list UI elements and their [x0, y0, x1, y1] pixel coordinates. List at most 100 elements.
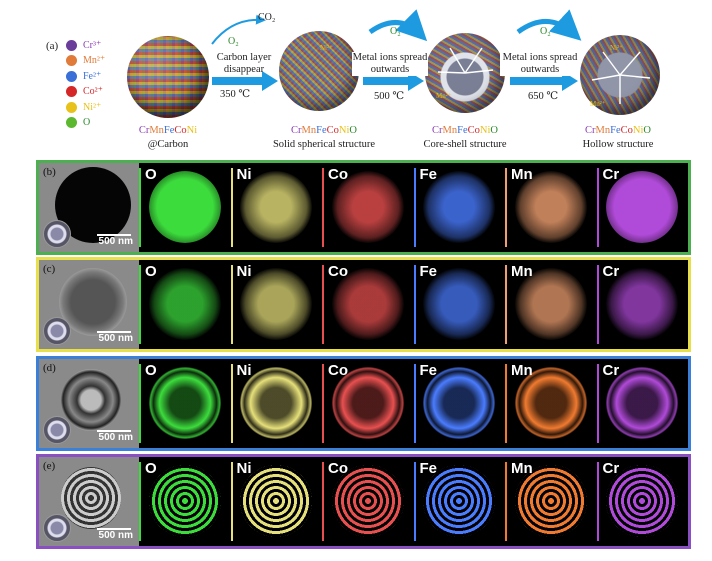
panel-letter: (b) — [43, 166, 56, 178]
formula-element: Ni — [479, 125, 491, 136]
tem-particle — [61, 369, 121, 431]
co2-label: CO₂ — [258, 12, 276, 23]
scale-bar — [97, 528, 131, 530]
map-divider — [322, 265, 324, 344]
element-signal — [514, 170, 587, 243]
element-label: Cr — [602, 166, 620, 183]
step-2-text: Metal ions spread outwards — [352, 52, 428, 76]
element-map-cr: Cr — [596, 359, 688, 448]
eds-row: (b) 500 nm O Ni Co Fe Mn Cr — [36, 160, 691, 255]
formula: CrMnFeCoNi — [128, 124, 208, 138]
panel-letter: (d) — [43, 362, 56, 374]
formula-element: Cr — [138, 125, 150, 136]
element-signal — [240, 267, 313, 340]
element-map-co: Co — [322, 260, 414, 349]
formula-element: Co — [620, 125, 633, 136]
ni-ion-label: Ni²⁺ — [610, 44, 623, 52]
element-signal — [240, 170, 313, 243]
element-map-mn: Mn — [505, 163, 597, 252]
arrow-step-2 — [363, 71, 424, 91]
panel-letter: (e) — [43, 460, 56, 472]
formula-element: O — [349, 125, 357, 136]
element-label: Mn — [511, 166, 533, 183]
formula-element: Mn — [301, 125, 317, 136]
process-arrows — [211, 9, 651, 104]
legend-item: Mn²⁺ — [66, 54, 105, 68]
scale-bar — [97, 430, 131, 432]
scale-label: 500 nm — [98, 236, 133, 247]
core-shell-sphere — [425, 33, 505, 113]
stage-label-carbon: CrMnFeCoNi @Carbon — [128, 124, 208, 152]
ni-ion-label: Ni²⁺ — [320, 44, 333, 52]
element-map-fe: Fe — [413, 359, 505, 448]
element-label: Co — [328, 460, 348, 477]
map-divider — [139, 265, 141, 344]
element-label: O — [145, 362, 157, 379]
map-divider — [413, 168, 416, 247]
step-3-temp: 650 ℃ — [528, 91, 559, 102]
stage-label-core-shell: CrMnFeCoNiO Core-shell structure — [410, 124, 520, 152]
legend-label: Ni²⁺ — [83, 101, 102, 113]
map-divider — [596, 364, 599, 443]
o2-arrow — [368, 9, 428, 42]
formula-element: Ni — [632, 125, 644, 136]
schematic-inset — [43, 317, 71, 345]
element-map-cr: Cr — [596, 457, 688, 546]
formula: CrMnFeCoNiO — [410, 124, 520, 138]
element-map-fe: Fe — [413, 163, 505, 252]
element-map-o: O — [139, 457, 231, 546]
formula-element: Fe — [163, 125, 175, 136]
element-label: Mn — [511, 362, 533, 379]
element-signal — [148, 170, 221, 243]
formula-element: O — [490, 125, 498, 136]
map-divider — [139, 462, 141, 541]
formula-element: Co — [467, 125, 480, 136]
element-label: O — [145, 166, 157, 183]
element-label: Mn — [511, 460, 533, 477]
element-signal — [514, 464, 587, 537]
element-label: Ni — [236, 263, 252, 280]
stage-caption: Hollow structure — [582, 139, 654, 150]
element-signal — [514, 366, 587, 439]
element-signal — [606, 366, 679, 439]
element-map-co: Co — [322, 359, 414, 448]
o2-label: O₂ — [228, 36, 239, 47]
element-signal — [423, 170, 496, 243]
element-label: Fe — [419, 362, 438, 379]
legend-label: O — [83, 117, 91, 128]
step-1-temp: 350 ℃ — [220, 89, 251, 100]
eds-row: (c) 500 nm O Ni Co Fe Mn Cr — [36, 257, 691, 352]
panel-letter: (a) — [46, 40, 59, 52]
legend-marker — [66, 117, 77, 128]
scale-bar — [97, 331, 131, 333]
formula-element: Mn — [149, 125, 164, 136]
co2-release-arrow — [211, 14, 266, 45]
map-divider — [139, 168, 141, 247]
hollow-sphere — [580, 35, 660, 115]
schematic-inset — [43, 220, 71, 248]
legend-marker — [66, 55, 77, 66]
panel-letter: (c) — [43, 263, 56, 275]
formula-element: Fe — [316, 125, 327, 136]
element-signal — [606, 267, 679, 340]
map-divider — [230, 168, 233, 247]
element-label: Cr — [602, 263, 620, 280]
element-map-o: O — [139, 163, 231, 252]
legend-marker — [66, 70, 77, 82]
legend-item: Fe²⁺ — [66, 69, 101, 83]
schematic-inset — [43, 514, 71, 542]
element-label: Mn — [511, 263, 533, 280]
element-label: Fe — [419, 460, 438, 477]
formula-element: Fe — [610, 125, 621, 136]
map-divider — [596, 168, 599, 247]
element-label: Cr — [602, 362, 620, 379]
element-signal — [331, 267, 404, 340]
element-label: Ni — [236, 166, 252, 183]
formula: CrMnFeCoNiO — [568, 124, 668, 138]
legend-item: Cr³⁺ — [66, 38, 101, 52]
tem-image: (b) 500 nm — [39, 163, 139, 252]
element-label: Ni — [236, 362, 252, 379]
schematic-panel-a: (a) Cr³⁺ Mn²⁺ Fe²⁺ Co²⁺ Ni²⁺ O Ni²⁺ Mn²⁺ Ni²⁺… — [0, 0, 712, 158]
element-signal — [148, 267, 221, 340]
stage-caption: Core-shell structure — [423, 139, 507, 150]
